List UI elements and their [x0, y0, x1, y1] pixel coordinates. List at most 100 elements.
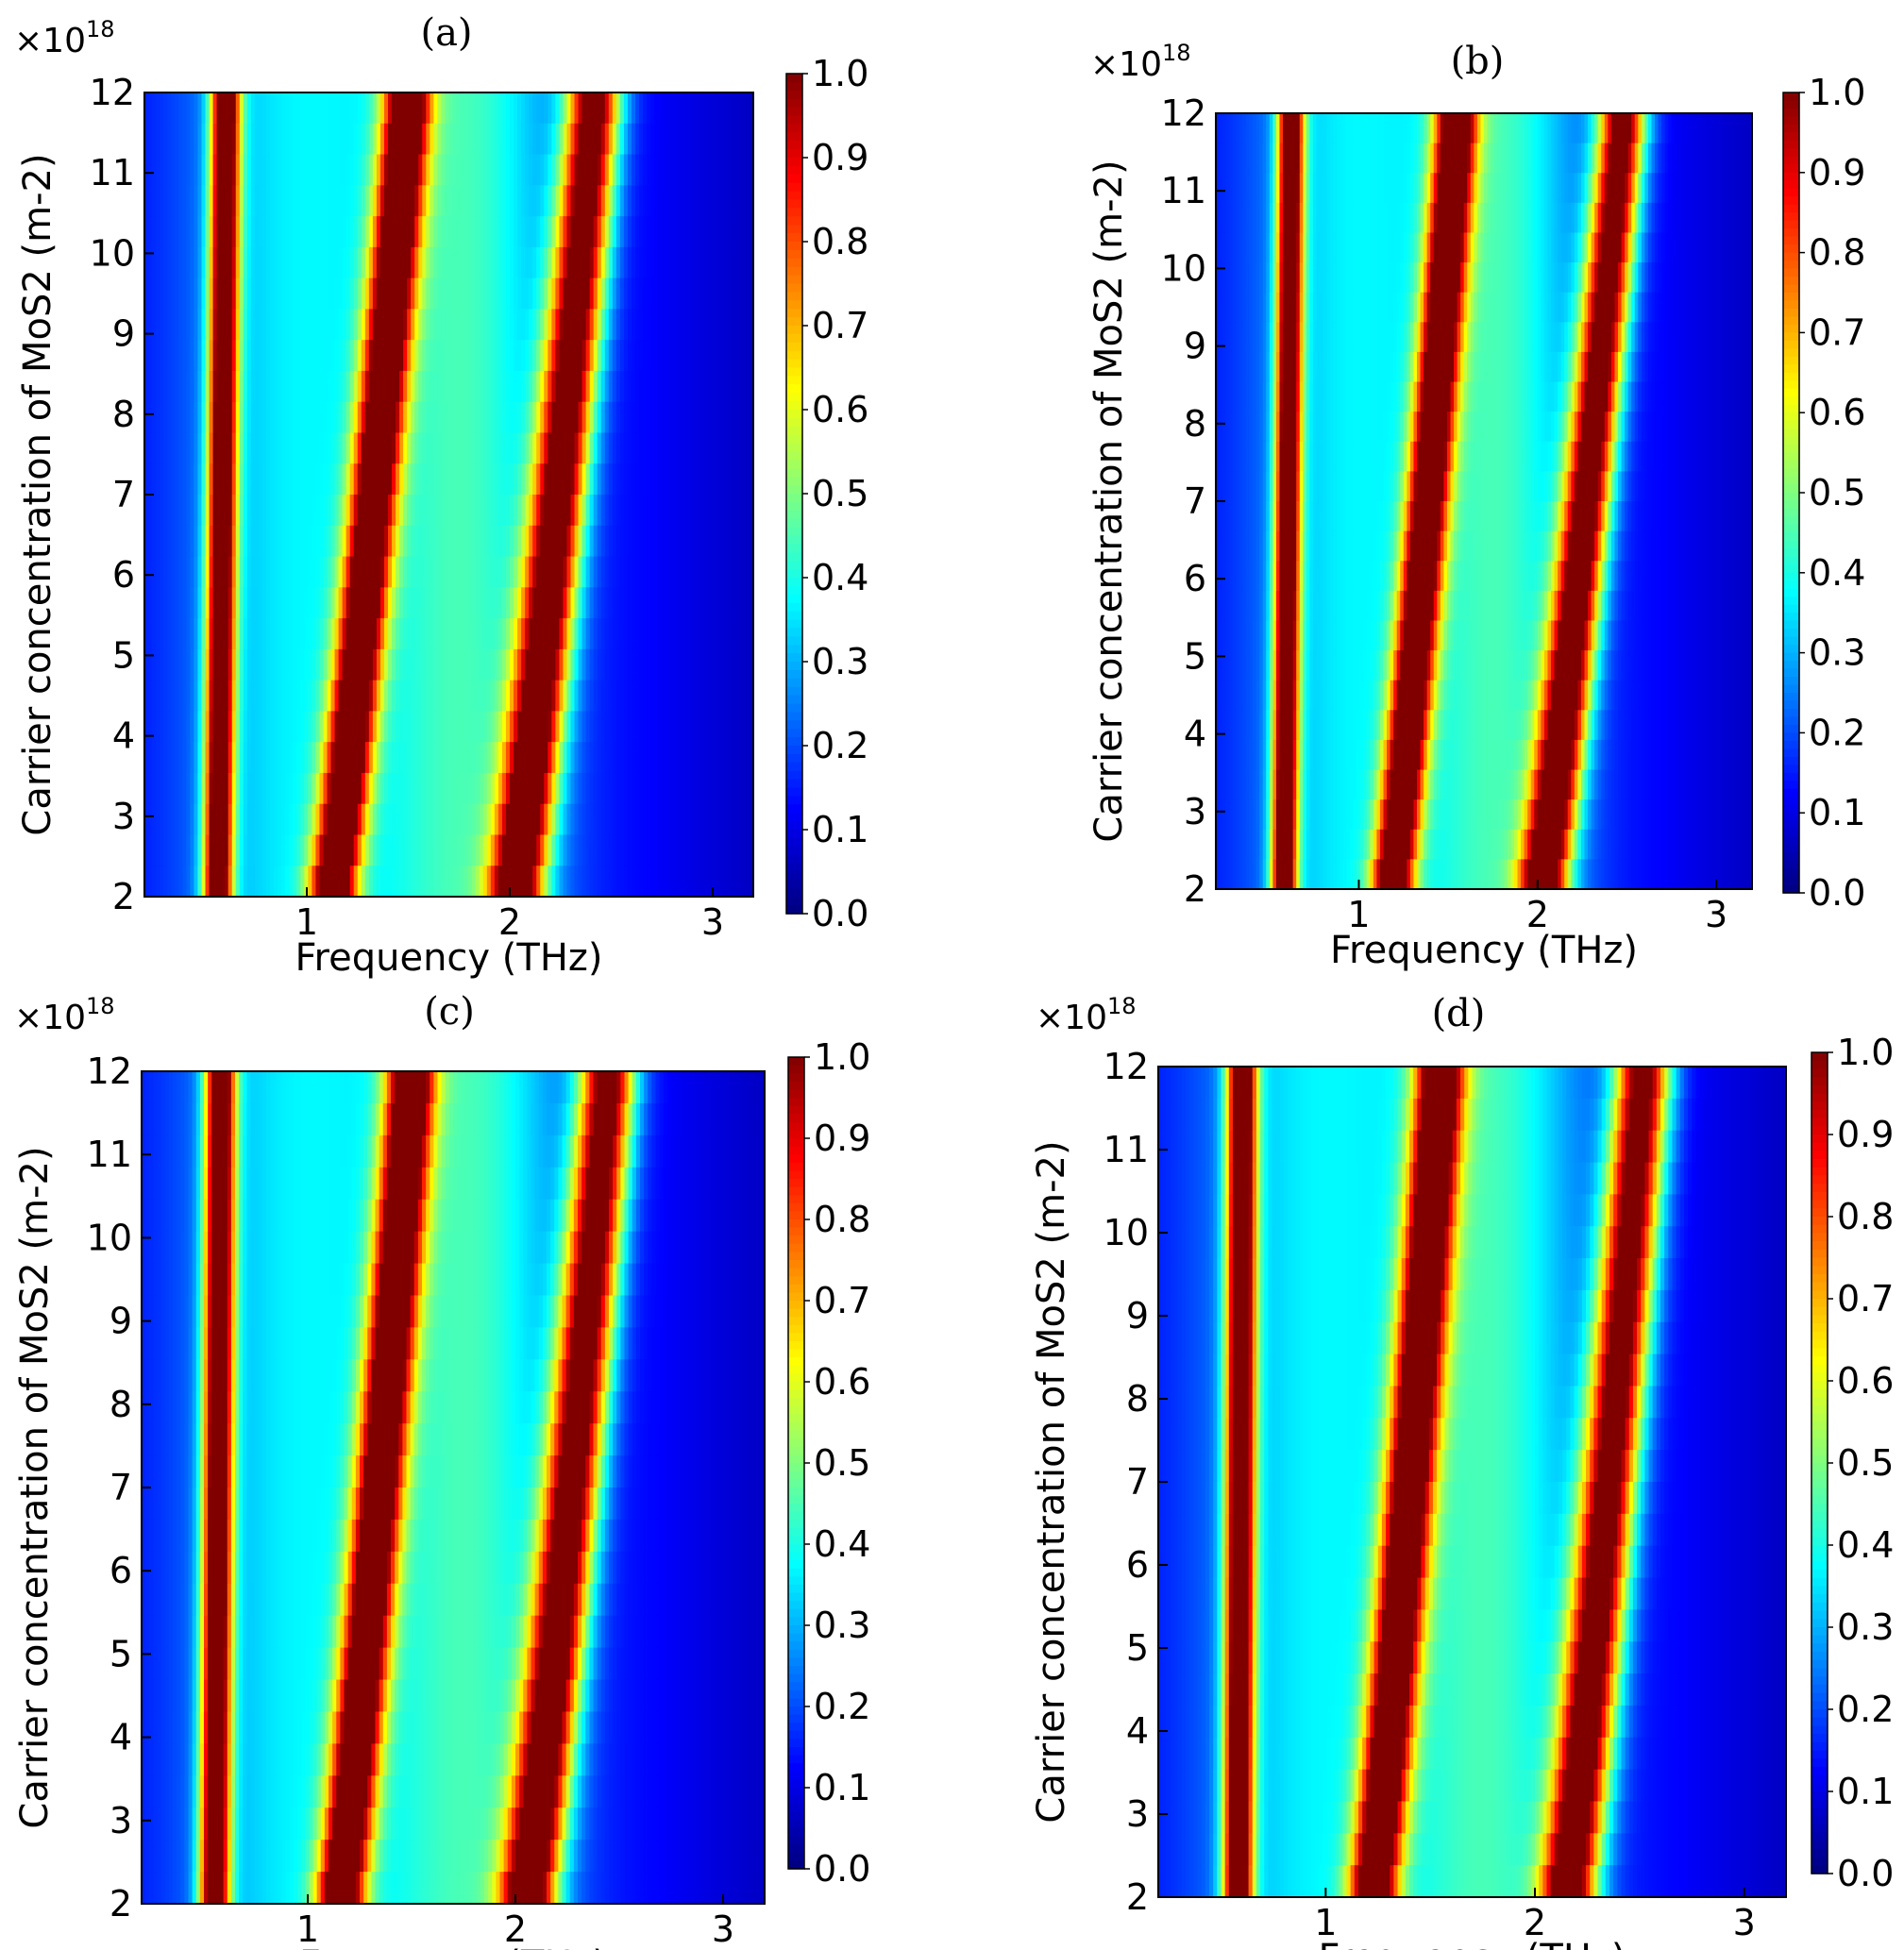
- heatmap-cell: [635, 401, 640, 434]
- heatmap-cell: [505, 309, 511, 341]
- heatmap-cell: [445, 123, 450, 156]
- heatmap-cell: [730, 803, 735, 836]
- heatmap-cell: [540, 648, 545, 681]
- heatmap-cell: [718, 154, 724, 186]
- heatmap-cell: [156, 92, 160, 125]
- heatmap-cell: [270, 525, 275, 558]
- heatmap-cell: [585, 742, 591, 774]
- heatmap-cell: [1731, 202, 1736, 234]
- heatmap-cell: [600, 556, 606, 588]
- heatmap-cell: [220, 370, 226, 403]
- heatmap-cell: [452, 340, 458, 372]
- heatmap-cell: [666, 309, 670, 341]
- heatmap-cell: [1216, 232, 1221, 263]
- heatmap-cell: [1614, 202, 1619, 234]
- heatmap-cell: [745, 123, 750, 156]
- heatmap-cell: [1430, 202, 1435, 234]
- heatmap-cell: [574, 711, 580, 743]
- heatmap-cell: [1671, 143, 1676, 174]
- heatmap-cell: [578, 618, 583, 650]
- heatmap-cell: [497, 216, 503, 248]
- heatmap-cell: [1610, 143, 1616, 174]
- heatmap-cell: [1440, 113, 1444, 144]
- heatmap-cell: [361, 463, 366, 496]
- heatmap-cell: [1336, 173, 1340, 204]
- heatmap-cell: [525, 370, 530, 403]
- heatmap-cell: [270, 154, 275, 186]
- heatmap-cell: [254, 742, 260, 774]
- heatmap-cell: [342, 680, 347, 712]
- colorbar-tick-label: 0.7: [812, 305, 868, 346]
- heatmap-cell: [220, 154, 226, 186]
- heatmap-cell: [330, 370, 336, 403]
- heatmap-cell: [441, 432, 447, 464]
- heatmap-cell: [521, 556, 526, 588]
- heatmap-cell: [152, 123, 157, 156]
- heatmap-cell: [525, 711, 530, 743]
- heatmap-cell: [612, 803, 617, 836]
- colorbar-segment: [786, 149, 802, 159]
- heatmap-cell: [658, 370, 663, 403]
- heatmap-cell: [563, 432, 568, 464]
- heatmap-cell: [1219, 202, 1223, 234]
- heatmap-cell: [1340, 143, 1344, 174]
- heatmap-cell: [304, 648, 309, 681]
- heatmap-cell: [258, 277, 263, 310]
- heatmap-cell: [619, 711, 625, 743]
- heatmap-cell: [1527, 113, 1532, 144]
- heatmap-cell: [532, 866, 537, 898]
- heatmap-cell: [482, 370, 488, 403]
- heatmap-cell: [289, 463, 294, 496]
- heatmap-cell: [227, 401, 233, 434]
- heatmap-cell: [300, 246, 305, 279]
- heatmap-cell: [227, 525, 233, 558]
- heatmap-cell: [1238, 232, 1243, 263]
- heatmap-cell: [677, 556, 682, 588]
- heatmap-cell: [722, 185, 728, 217]
- heatmap-cell: [246, 772, 252, 805]
- heatmap-cell: [1403, 173, 1407, 204]
- heatmap-cell: [250, 401, 256, 434]
- heatmap-cell: [403, 185, 408, 217]
- heatmap-cell: [266, 154, 271, 186]
- heatmap-cell: [227, 123, 233, 156]
- heatmap-cell: [662, 463, 666, 496]
- heatmap-cell: [342, 463, 347, 496]
- heatmap-cell: [334, 742, 340, 774]
- heatmap-cell: [448, 216, 454, 248]
- heatmap-cell: [1560, 143, 1565, 174]
- heatmap-cell: [1714, 173, 1720, 204]
- heatmap-cell: [235, 495, 241, 527]
- heatmap-cell: [414, 525, 419, 558]
- heatmap-cell: [1527, 143, 1532, 174]
- heatmap-cell: [304, 123, 309, 156]
- heatmap-cell: [246, 123, 252, 156]
- heatmap-cell: [205, 185, 211, 217]
- heatmap-cell: [639, 277, 644, 310]
- heatmap-cell: [544, 463, 548, 496]
- colorbar-segment: [786, 266, 802, 277]
- heatmap-cell: [632, 711, 636, 743]
- heatmap-cell: [1625, 202, 1629, 234]
- heatmap-cell: [376, 216, 381, 248]
- heatmap-cell: [407, 277, 412, 310]
- heatmap-cell: [144, 834, 149, 866]
- heatmap-cell: [692, 648, 698, 681]
- heatmap-cell: [692, 618, 698, 650]
- heatmap-cell: [551, 680, 556, 712]
- heatmap-cell: [635, 772, 640, 805]
- heatmap-cell: [163, 401, 168, 434]
- heatmap-cell: [349, 680, 355, 712]
- heatmap-cell: [289, 648, 294, 681]
- heatmap-cell: [574, 340, 580, 372]
- heatmap-cell: [1457, 173, 1461, 204]
- heatmap-cell: [426, 246, 430, 279]
- heatmap-cell: [600, 618, 606, 650]
- heatmap-cell: [1373, 173, 1377, 204]
- heatmap-cell: [1524, 143, 1528, 174]
- heatmap-cell: [414, 370, 419, 403]
- colorbar-segment: [786, 703, 802, 713]
- heatmap-cell: [163, 525, 168, 558]
- heatmap-cell: [452, 525, 458, 558]
